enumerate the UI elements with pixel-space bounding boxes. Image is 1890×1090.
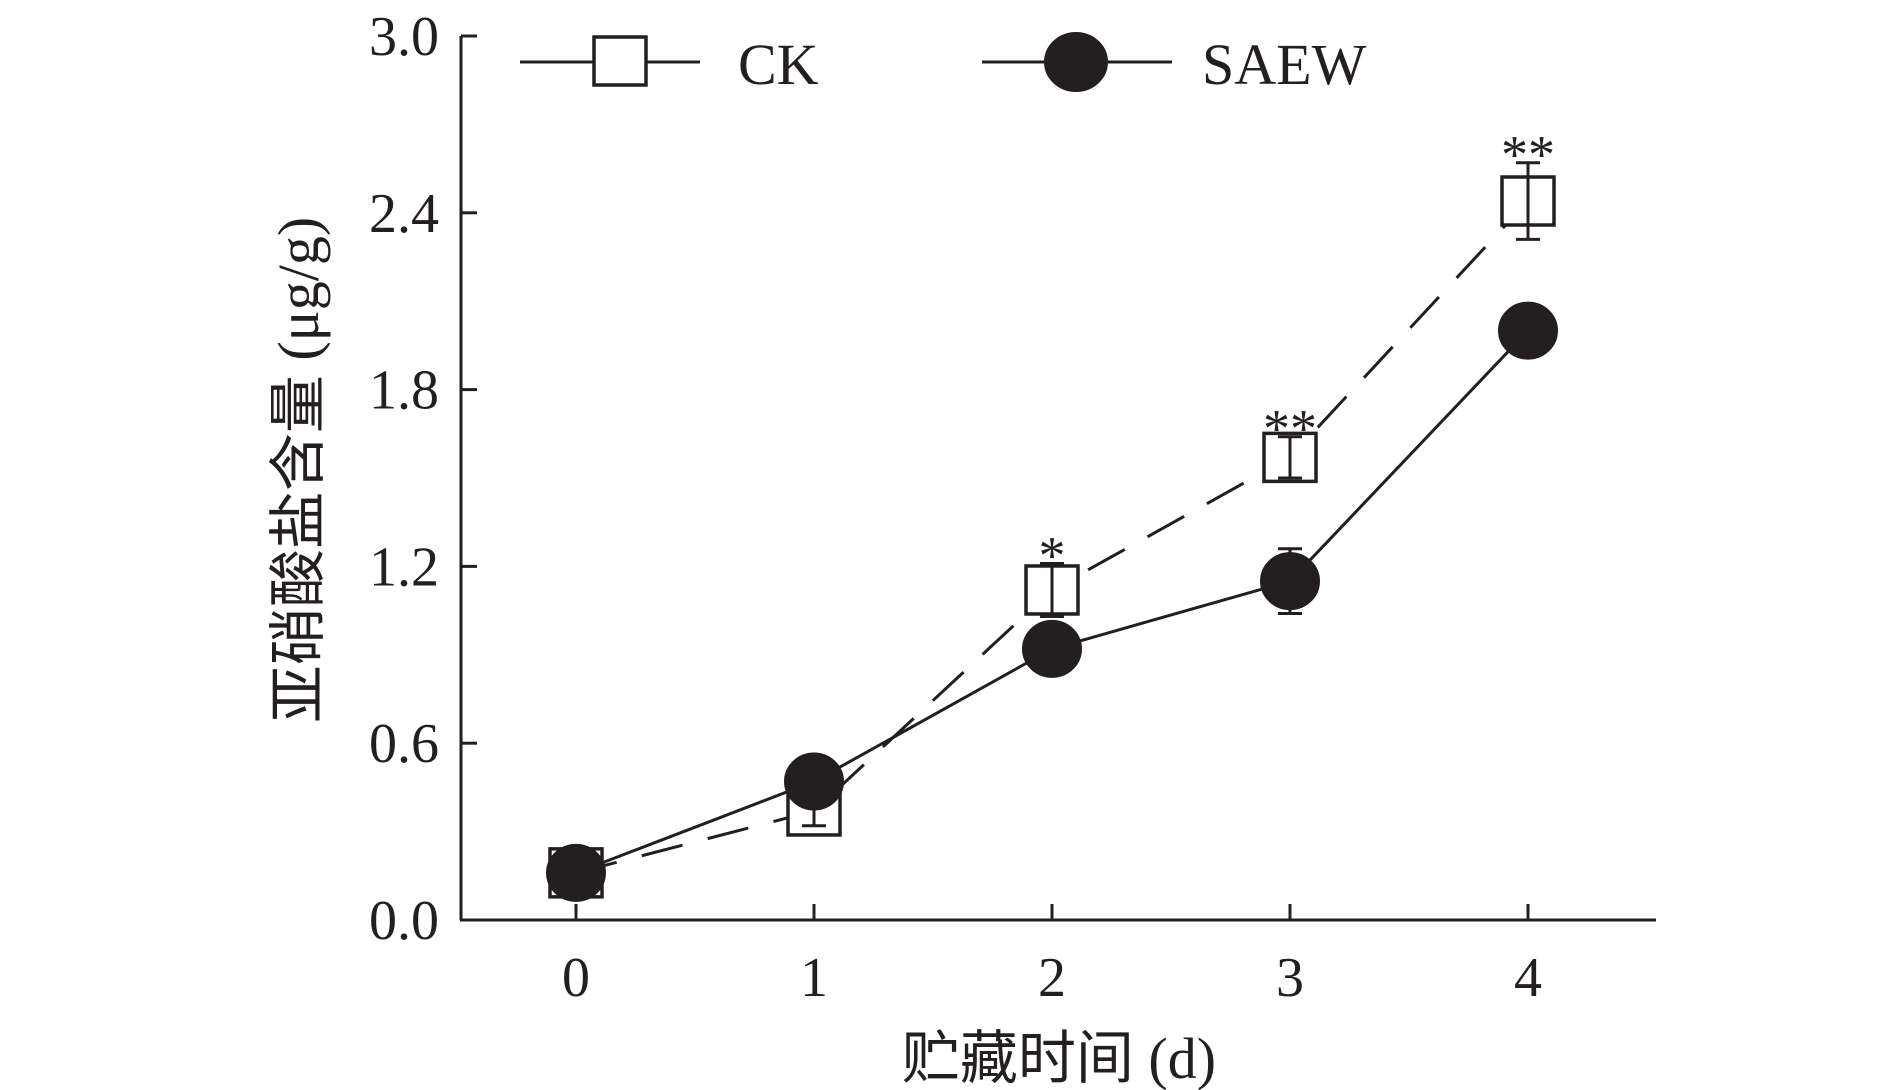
ticks: 0.0 0.6 1.2 1.8 2.4 3.0 0 1 2 3 4: [369, 6, 1542, 1009]
y-axis-title: 亚硝酸盐含量 (μg/g): [266, 217, 331, 723]
y-tick-label: 0.0: [369, 890, 439, 952]
significance-annotations: *****: [1039, 125, 1556, 586]
legend-ck-marker: [592, 35, 648, 87]
legend-ck-label: CK: [738, 32, 819, 97]
legend: CK SAEW: [520, 32, 1367, 97]
saew-point-1: [784, 752, 844, 811]
saew-point-4: [1498, 301, 1558, 360]
y-tick-label: 2.4: [369, 183, 439, 245]
significance-mark: **: [1263, 399, 1317, 459]
x-tick-label: 4: [1514, 947, 1542, 1009]
saew-point-2: [1022, 619, 1082, 678]
axes: [459, 36, 1656, 922]
legend-saew-label: SAEW: [1202, 32, 1367, 97]
x-tick-label: 1: [800, 947, 828, 1009]
y-tick-label: 1.2: [369, 536, 439, 598]
series-layer: [546, 161, 1558, 902]
x-tick-label: 3: [1276, 947, 1304, 1009]
significance-mark: *: [1039, 525, 1066, 585]
y-tick-label: 3.0: [369, 6, 439, 68]
x-tick-label: 0: [562, 947, 590, 1009]
significance-mark: **: [1501, 125, 1555, 185]
legend-saew-marker: [1044, 32, 1108, 92]
saew-point-0: [546, 843, 606, 902]
y-tick-label: 0.6: [369, 713, 439, 775]
x-tick-label: 2: [1038, 947, 1066, 1009]
x-axis-title: 贮藏时间 (d): [902, 1026, 1216, 1090]
saew-point-3: [1260, 552, 1320, 611]
y-tick-label: 1.8: [369, 360, 439, 422]
